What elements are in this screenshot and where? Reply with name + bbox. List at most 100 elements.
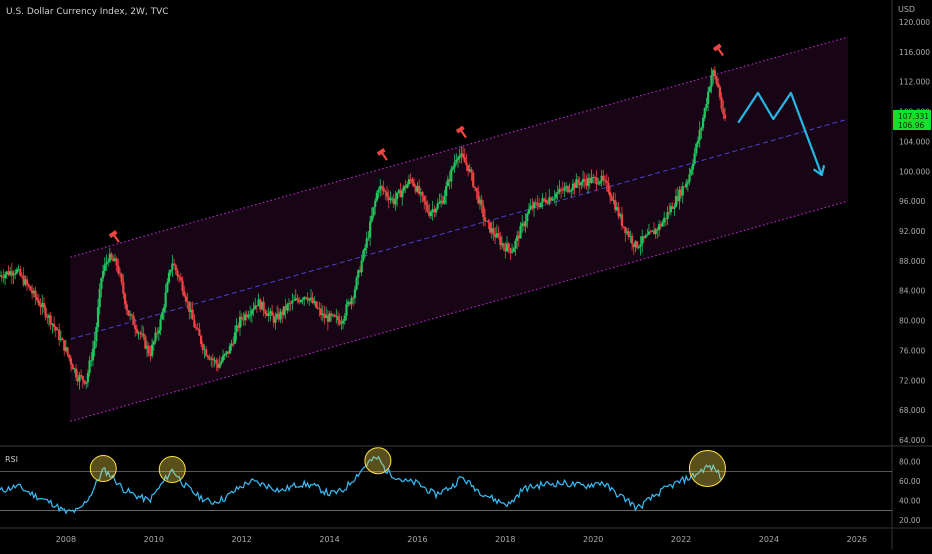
candle-body bbox=[455, 159, 458, 163]
candle-body bbox=[347, 301, 350, 305]
candle-body bbox=[558, 188, 561, 193]
candle-body bbox=[617, 207, 620, 217]
time-tick-label: 2026 bbox=[847, 535, 867, 544]
candle-body bbox=[652, 230, 656, 235]
candle-body bbox=[531, 205, 534, 209]
candle-body bbox=[685, 183, 688, 187]
candle-body bbox=[63, 340, 66, 351]
candle-body bbox=[230, 343, 233, 346]
rsi-tick-label: 20.00 bbox=[899, 516, 921, 525]
candle-body bbox=[242, 319, 245, 321]
candle-body bbox=[568, 191, 571, 193]
candle-body bbox=[588, 177, 591, 183]
candle-body bbox=[387, 196, 390, 201]
rsi-line bbox=[0, 455, 723, 515]
candle-body bbox=[96, 307, 100, 328]
candle-body bbox=[434, 208, 438, 213]
candle-body bbox=[463, 157, 466, 163]
candle-body bbox=[31, 290, 34, 294]
candle-body bbox=[624, 226, 627, 234]
candle-body bbox=[663, 217, 666, 223]
candle-body bbox=[592, 177, 595, 178]
projection-path bbox=[737, 91, 823, 176]
candle-body bbox=[115, 258, 118, 266]
candle-body bbox=[294, 298, 297, 301]
candle-body bbox=[142, 333, 145, 337]
candle-body bbox=[674, 195, 678, 207]
candle-body bbox=[210, 358, 213, 360]
candle-body bbox=[384, 191, 387, 193]
candle-body bbox=[580, 182, 583, 186]
candle-body bbox=[110, 253, 113, 259]
candle-body bbox=[58, 329, 61, 341]
candle-body bbox=[189, 309, 193, 313]
candle-body bbox=[19, 268, 22, 276]
time-tick-label: 2012 bbox=[231, 535, 251, 544]
candle-body bbox=[407, 179, 411, 185]
candle-body bbox=[335, 316, 338, 318]
candle-body bbox=[32, 290, 35, 294]
last-price-tag-bg bbox=[893, 110, 931, 130]
marker-handle bbox=[459, 129, 467, 139]
candle-body bbox=[390, 198, 394, 200]
candle-body bbox=[676, 195, 679, 202]
candle-body bbox=[348, 301, 351, 305]
candle-body bbox=[637, 246, 640, 248]
candle-body bbox=[47, 315, 51, 318]
candle-body bbox=[509, 248, 512, 253]
candle-body bbox=[328, 313, 331, 322]
candle-body bbox=[37, 300, 40, 306]
candle-body bbox=[472, 172, 475, 187]
candle-body bbox=[101, 270, 105, 278]
candle-body bbox=[630, 235, 634, 244]
candle-body bbox=[228, 345, 231, 354]
candle-body bbox=[123, 293, 127, 305]
candle-body bbox=[615, 207, 618, 211]
candle-body bbox=[629, 235, 632, 237]
candle-body bbox=[504, 247, 507, 252]
candle-body bbox=[176, 270, 179, 276]
candle-body bbox=[585, 181, 588, 186]
candle-body bbox=[81, 376, 84, 381]
candle-body bbox=[470, 169, 473, 173]
candle-body bbox=[473, 186, 476, 188]
candle-body bbox=[669, 206, 673, 213]
candle-body bbox=[46, 317, 49, 318]
candle-body bbox=[249, 314, 252, 316]
candle-body bbox=[367, 237, 370, 239]
candle-body bbox=[375, 192, 378, 201]
candle-body bbox=[191, 309, 194, 320]
candle-body bbox=[705, 104, 708, 109]
candle-body bbox=[666, 211, 669, 219]
candle-body bbox=[326, 315, 329, 322]
candle-body bbox=[100, 277, 103, 289]
price-tick-label: 72.000 bbox=[899, 376, 925, 385]
candle-body bbox=[505, 243, 509, 252]
candle-body bbox=[571, 183, 575, 190]
candle-body bbox=[507, 243, 510, 249]
candle-body bbox=[350, 297, 353, 305]
candle-body bbox=[156, 332, 159, 334]
channel-lower-line bbox=[70, 200, 849, 422]
candle-body bbox=[338, 320, 341, 325]
candle-body bbox=[723, 114, 727, 119]
time-tick-label: 2020 bbox=[583, 535, 603, 544]
candle-body bbox=[233, 332, 237, 344]
candle-body bbox=[74, 368, 78, 378]
candle-body bbox=[183, 291, 186, 297]
candle-body bbox=[14, 273, 17, 275]
candle-body bbox=[380, 185, 384, 188]
candle-body bbox=[227, 351, 230, 354]
candle-body bbox=[331, 314, 335, 316]
candle-body bbox=[414, 186, 417, 192]
channel-group bbox=[70, 36, 849, 422]
candle-body bbox=[673, 206, 676, 209]
time-axis[interactable]: 2008 2010 2012 2014 2016 2018 2020 2022 2024 2026 bbox=[56, 535, 867, 544]
candle-body bbox=[162, 307, 166, 313]
candle-body bbox=[56, 329, 59, 331]
candle-body bbox=[309, 297, 313, 299]
candle-body bbox=[693, 153, 696, 164]
candle-body bbox=[573, 183, 576, 188]
